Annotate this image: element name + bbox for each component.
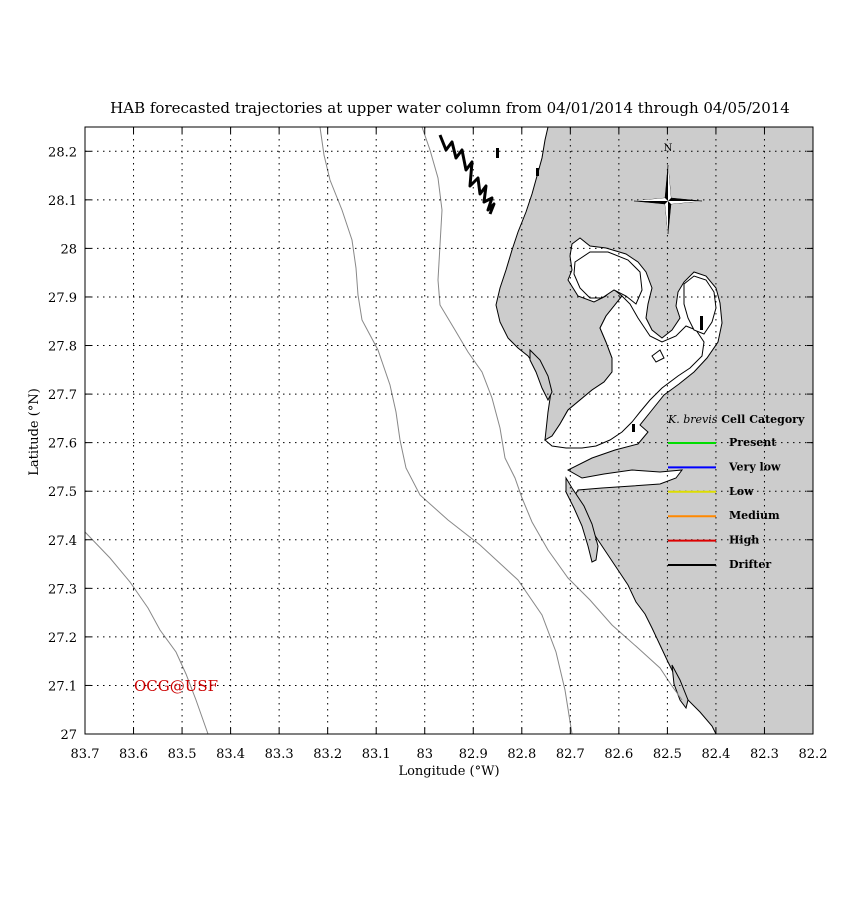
x-tick-label: 83.2 [313, 747, 342, 762]
isobath-outer [84, 531, 209, 735]
legend-item-label: Medium [729, 509, 780, 522]
y-tick-label: 27.4 [48, 534, 77, 549]
x-axis-label: Longitude (°W) [398, 764, 499, 779]
y-tick-label: 27.8 [48, 340, 77, 355]
x-tick-label: 82.9 [459, 747, 488, 762]
x-tick-label: 83.3 [265, 747, 294, 762]
x-tick-label: 82.7 [556, 747, 585, 762]
x-tick-label: 82.2 [799, 747, 828, 762]
x-tick-label: 83.7 [71, 747, 100, 762]
small-island-bay [651, 349, 665, 363]
x-tick-label: 83.6 [119, 747, 148, 762]
hillsborough-bay-water [683, 275, 717, 335]
x-tick-label: 82.3 [750, 747, 779, 762]
x-tick-label: 83.5 [168, 747, 197, 762]
tampa-bay-water [544, 295, 705, 449]
y-tick-label: 27.7 [48, 388, 77, 403]
compass-rose: N [633, 143, 703, 235]
x-tick-label: 82.8 [507, 747, 536, 762]
isobath-inner [421, 126, 683, 701]
x-tick-label: 82.4 [701, 747, 730, 762]
legend-item-label: Drifter [729, 558, 771, 571]
x-tick-label: 83 [416, 747, 433, 762]
map-frame [84, 126, 814, 735]
barrier-island-anna-maria [565, 476, 599, 563]
y-tick-label: 28.1 [48, 194, 77, 209]
watermark-label: OCG@USF [134, 677, 218, 695]
old-tampa-bay-water [573, 251, 643, 305]
y-tick-label: 28.2 [48, 145, 77, 160]
legend-title-category: Cell Category [721, 413, 805, 426]
barrier-island-pinellas [529, 348, 553, 402]
y-tick-label: 28 [60, 242, 77, 257]
x-tick-label: 83.1 [362, 747, 391, 762]
map-title: HAB forecasted trajectories at upper wat… [110, 99, 790, 117]
drifter-markers [496, 148, 703, 432]
y-tick-label: 27.6 [48, 437, 77, 452]
y-tick-label: 27.3 [48, 582, 77, 597]
barrier-island-sarasota [671, 664, 689, 710]
x-tick-label: 82.6 [604, 747, 633, 762]
isobath-middle [319, 126, 573, 735]
x-tick-label: 82.5 [653, 747, 682, 762]
y-tick-label: 27.2 [48, 631, 77, 646]
legend: K. brevis Cell Category Present Very low L… [667, 413, 805, 571]
drifter-trajectory [438, 134, 496, 215]
y-axis-label: Latitude (°N) [27, 388, 42, 476]
axis-ticks: 83.7 83.6 83.5 83.4 83.3 83.2 83.1 83 82.9 82.8 82… [48, 127, 827, 762]
compass-north-label: N [664, 143, 673, 154]
legend-item-label: Present [729, 436, 777, 449]
isobaths [84, 126, 683, 735]
x-tick-label: 83.4 [216, 747, 245, 762]
legend-item-label: Low [729, 485, 754, 498]
y-tick-label: 27.1 [48, 679, 77, 694]
legend-title: K. brevis Cell Category [667, 413, 805, 426]
legend-title-species: K. brevis [667, 413, 718, 426]
legend-item-label: High [729, 534, 759, 547]
legend-item-label: Very low [728, 460, 781, 473]
y-tick-label: 27.9 [48, 291, 77, 306]
legend-items: Present Very low Low Medium High Drifter [668, 436, 781, 571]
y-tick-label: 27 [60, 728, 77, 743]
y-tick-label: 27.5 [48, 485, 77, 500]
